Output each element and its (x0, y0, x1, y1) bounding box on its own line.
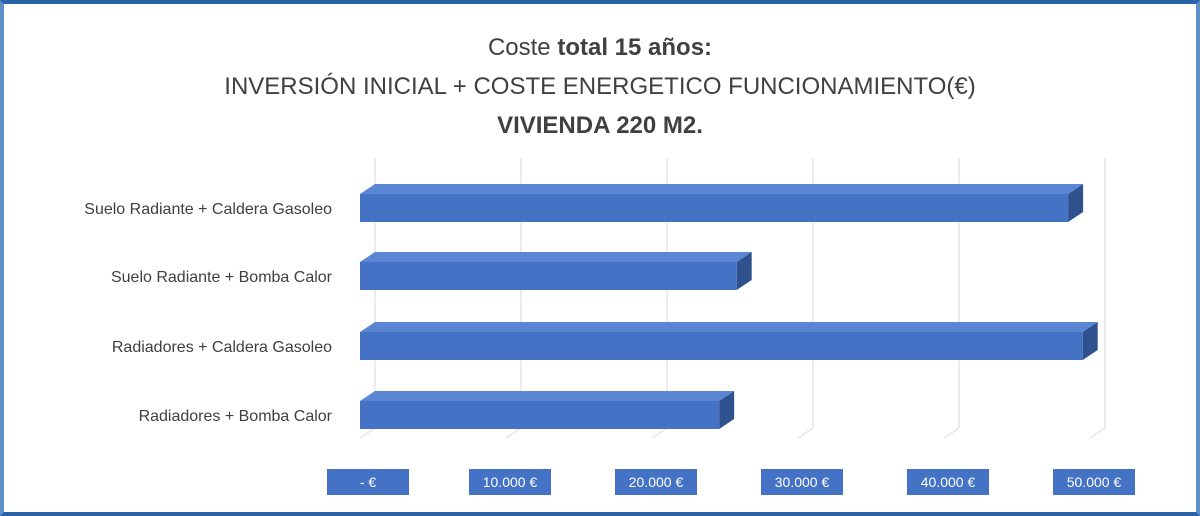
x-tick-label: 10.000 € (483, 474, 538, 490)
gridline-floor (1089, 427, 1106, 439)
title-line-1: Coste total 15 años: (0, 28, 1200, 67)
tick-label-bg (1053, 469, 1135, 495)
bar (360, 332, 1083, 360)
category-label: Radiadores + Bomba Calor (139, 408, 333, 425)
gridline-floor (651, 427, 668, 439)
tick-label-bg (615, 469, 697, 495)
bar-top-face (360, 391, 735, 401)
gridline-floor (505, 427, 522, 439)
tick-label-bg (469, 469, 551, 495)
title-line-2: INVERSIÓN INICIAL + COSTE ENERGETICO FUN… (224, 73, 976, 100)
bar-top-face (360, 184, 1084, 194)
bar (360, 194, 1069, 222)
gridline-floor (359, 427, 376, 439)
title-bold: total 15 años: (557, 34, 713, 61)
x-tick-label: 40.000 € (921, 474, 976, 490)
tick-label-bg (761, 469, 843, 495)
category-label: Radiadores + Caldera Gasoleo (112, 339, 332, 356)
bar-side-face (1068, 184, 1084, 222)
tick-label-bg (327, 469, 409, 495)
gridline-floor (943, 427, 960, 439)
x-tick-label: - € (360, 474, 377, 490)
tick-label-bg (907, 469, 989, 495)
title-prefix: Coste (487, 34, 558, 61)
x-tick-label: 50.000 € (1067, 474, 1122, 490)
x-tick-label: 20.000 € (629, 474, 684, 490)
bar-side-face (719, 391, 735, 429)
chart-title: Coste total 15 años: INVERSIÓN INICIAL +… (0, 28, 1200, 145)
bar (360, 262, 737, 290)
x-tick-label: 30.000 € (775, 474, 830, 490)
bar-top-face (360, 252, 752, 262)
gridline-floor (797, 427, 814, 439)
bar-side-face (736, 252, 752, 290)
bar (360, 401, 720, 429)
category-label: Suelo Radiante + Caldera Gasoleo (84, 201, 332, 218)
title-line-3: VIVIENDA 220 M2. (497, 112, 703, 139)
bar-top-face (360, 322, 1098, 332)
category-label: Suelo Radiante + Bomba Calor (111, 269, 333, 286)
bar-side-face (1082, 322, 1098, 360)
